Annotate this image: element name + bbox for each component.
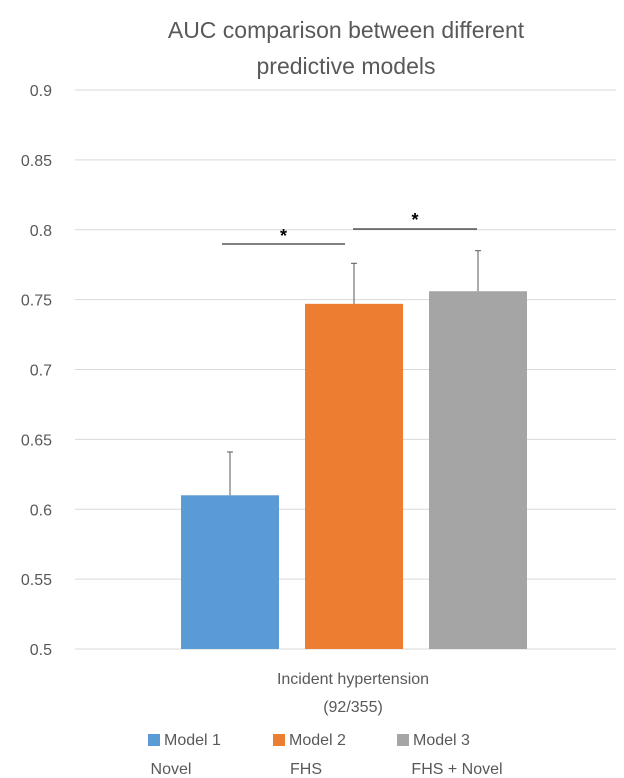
category-label: Incident hypertension (92/355) [277, 671, 429, 716]
legend-sublabel: Novel [151, 761, 192, 778]
y-tick-label: 0.8 [30, 223, 52, 240]
legend-label: Model 1 [164, 732, 221, 749]
legend-label: Model 2 [289, 732, 346, 749]
error-bars [227, 250, 481, 496]
legend-sublabel: FHS [290, 761, 322, 778]
chart-title: AUC comparison between different predict… [168, 17, 525, 79]
bar-model-3 [429, 291, 527, 649]
y-tick-label: 0.65 [21, 432, 52, 449]
y-tick-label: 0.75 [21, 293, 52, 310]
category-label-line-2: (92/355) [323, 699, 383, 716]
legend-label: Model 3 [413, 732, 470, 749]
legend: Model 1 Novel Model 2 FHS Model 3 FHS + Novel [148, 732, 503, 778]
y-axis: 0.9 0.85 0.8 0.75 0.7 0.65 0.6 0.55 0.5 [21, 83, 52, 659]
bars [181, 291, 527, 649]
legend-swatch [397, 734, 409, 746]
y-tick-label: 0.85 [21, 153, 52, 170]
y-tick-label: 0.5 [30, 642, 52, 659]
category-label-line-1: Incident hypertension [277, 671, 429, 688]
bar-model-2 [305, 303, 403, 649]
chart-title-line-1: AUC comparison between different [168, 17, 525, 43]
significance-markers: ** [222, 210, 477, 246]
legend-swatch [273, 734, 285, 746]
y-tick-label: 0.6 [30, 502, 52, 519]
legend-swatch [148, 734, 160, 746]
chart-title-line-2: predictive models [257, 53, 436, 79]
legend-sublabel: FHS + Novel [411, 761, 502, 778]
y-tick-label: 0.9 [30, 83, 52, 100]
significance-asterisk: * [280, 226, 287, 246]
significance-asterisk: * [411, 210, 418, 230]
y-tick-label: 0.55 [21, 572, 52, 589]
bar-model-1 [181, 495, 279, 649]
y-tick-label: 0.7 [30, 363, 52, 380]
